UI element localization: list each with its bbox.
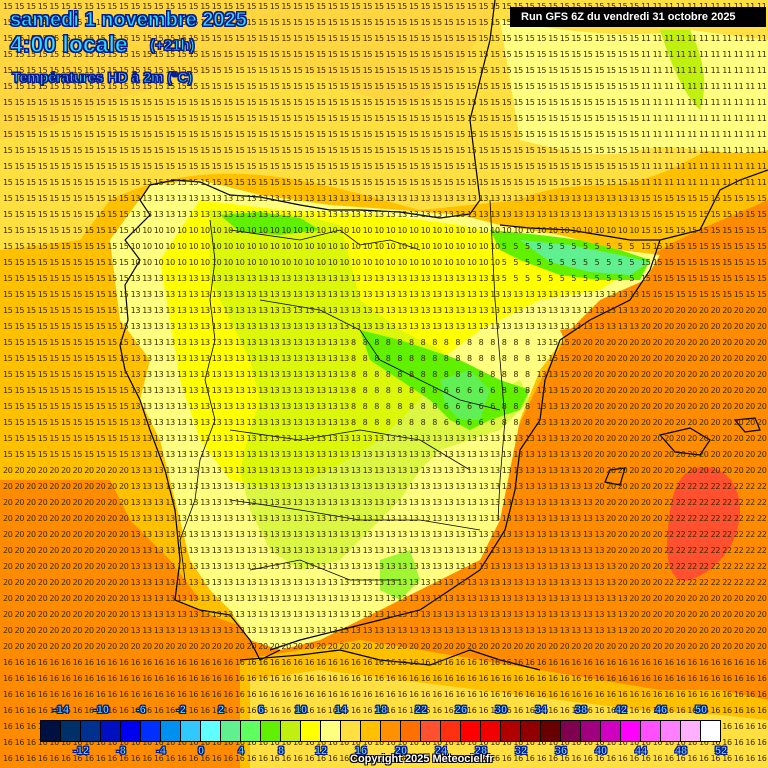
legend-swatch [381,721,401,741]
legend-label: 4 [238,745,245,758]
legend-swatch [401,721,421,741]
legend-label: 44 [635,745,648,758]
forecast-time: 4:00 locale [10,31,129,58]
legend-swatch [601,721,621,741]
legend-label: -10 [93,704,110,717]
legend-label: 38 [575,704,588,717]
legend-label: -12 [73,745,90,758]
legend-label: 22 [415,704,428,717]
legend-label: 32 [515,745,528,758]
legend-swatch [521,721,541,741]
legend-swatch [281,721,301,741]
legend-label: 36 [555,745,568,758]
legend-swatch [181,721,201,741]
legend-swatch [321,721,341,741]
legend-swatch [561,721,581,741]
legend-swatch [501,721,521,741]
legend-label: 0 [198,745,205,758]
legend-label: -14 [53,704,70,717]
legend-label: 2 [218,704,225,717]
legend-label: 46 [655,704,668,717]
legend-swatch [641,721,661,741]
legend-swatch [621,721,641,741]
legend-swatch [221,721,241,741]
legend-swatch [701,721,720,741]
legend-swatch [121,721,141,741]
legend-label: -4 [156,745,166,758]
legend-label: 12 [315,745,328,758]
legend-label: 6 [258,704,265,717]
forecast-date: samedi 1 novembre 2025 [10,9,248,32]
legend-label: -6 [136,704,146,717]
legend-label: -8 [116,745,126,758]
legend-swatch [441,721,461,741]
legend-label: 52 [715,745,728,758]
color-scale-legend [40,720,721,742]
legend-label: 28 [475,745,488,758]
legend-swatch [541,721,561,741]
legend-swatch [661,721,681,741]
legend-swatch [341,721,361,741]
legend-swatch [261,721,281,741]
legend-label: 34 [535,704,548,717]
legend-swatch [301,721,321,741]
legend-swatch [461,721,481,741]
legend-swatch [41,721,61,741]
legend-label: 26 [455,704,468,717]
forecast-offset: (+21h) [150,37,196,55]
legend-swatch [141,721,161,741]
legend-swatch [61,721,81,741]
legend-label: 10 [295,704,308,717]
legend-label: 24 [435,745,448,758]
legend-label: 20 [395,745,408,758]
legend-swatch [241,721,261,741]
legend-label: 48 [675,745,688,758]
legend-swatch [201,721,221,741]
legend-label: 40 [595,745,608,758]
legend-swatch [161,721,181,741]
legend-label: -2 [176,704,186,717]
parameter-title: Températures HD à 2m (°C) [11,69,192,86]
legend-swatch [361,721,381,741]
legend-swatch [421,721,441,741]
legend-swatch [681,721,701,741]
legend-label: 8 [278,745,285,758]
copyright: Copyright 2025 Meteociel.fr [350,753,494,765]
legend-label: 30 [495,704,508,717]
legend-swatch [81,721,101,741]
legend-swatch [101,721,121,741]
legend-label: 42 [615,704,628,717]
legend-label: 18 [375,704,388,717]
legend-label: 50 [695,704,708,717]
legend-swatch [481,721,501,741]
legend-label: 14 [335,704,348,717]
legend-label: 16 [355,745,368,758]
run-info: Run GFS 6Z du vendredi 31 octobre 2025 [510,7,766,27]
legend-swatch [581,721,601,741]
